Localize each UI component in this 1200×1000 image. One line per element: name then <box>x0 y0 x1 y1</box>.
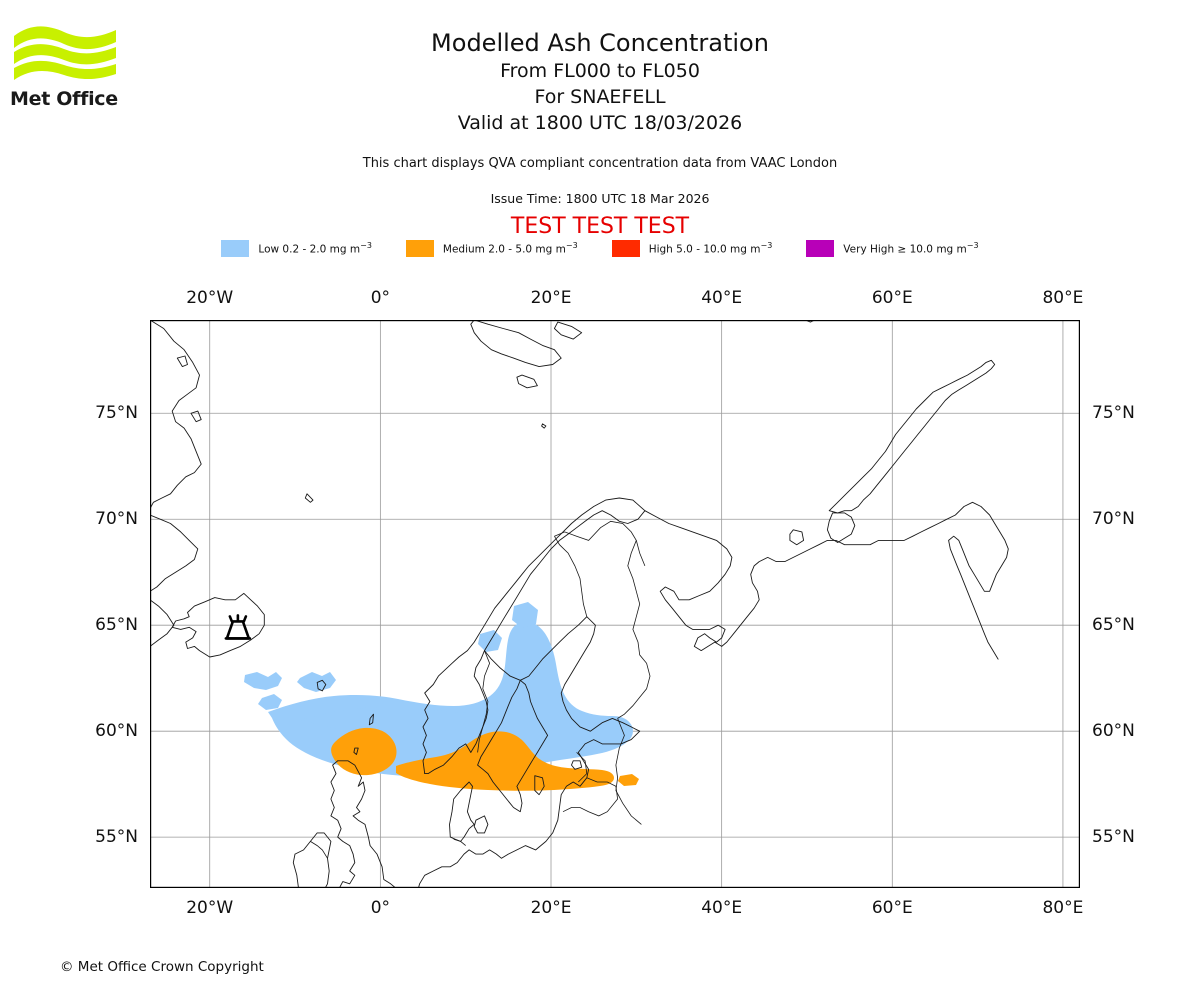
met-office-wordmark: Met Office <box>10 88 118 110</box>
lon-tick-top-60: 60°E <box>871 288 913 308</box>
lat-tick-right-75: 75°N <box>1092 403 1135 424</box>
flight-level-range: From FL000 to FL050 <box>500 60 700 82</box>
met-office-waves-icon <box>14 26 116 80</box>
lat-tick-left-60: 60°N <box>95 721 138 742</box>
lon-tick-top-20: 20°E <box>530 288 572 308</box>
lat-tick-left-70: 70°N <box>95 509 138 530</box>
ash-plume-medium <box>331 727 639 791</box>
legend-swatch-very-high <box>806 240 835 257</box>
legend-item-low: Low 0.2 - 2.0 mg m−3 <box>221 240 372 257</box>
lat-tick-left-65: 65°N <box>95 615 138 636</box>
lat-tick-right-65: 65°N <box>1092 615 1135 636</box>
lon-tick-bottom-20: 20°E <box>530 898 572 918</box>
issue-time: Issue Time: 1800 UTC 18 Mar 2026 <box>490 191 710 206</box>
title-block: Modelled Ash Concentration From FL000 to… <box>0 28 1200 136</box>
test-banner: TEST TEST TEST <box>510 214 690 239</box>
lon-tick-bottom-60: 60°E <box>871 898 913 918</box>
volcano-name: For SNAEFELL <box>534 86 666 108</box>
lon-tick-bottom--20: 20°W <box>186 898 234 918</box>
legend-item-high: High 5.0 - 10.0 mg m−3 <box>611 240 773 257</box>
lon-tick-top-80: 80°E <box>1042 288 1084 308</box>
legend-item-very-high: Very High ≥ 10.0 mg m−3 <box>806 240 979 257</box>
copyright-text: © Met Office Crown Copyright <box>60 959 264 975</box>
lat-tick-right-70: 70°N <box>1092 509 1135 530</box>
lon-tick-bottom-0: 0° <box>370 898 391 918</box>
country-borders <box>310 520 651 859</box>
legend-label-very-high: Very High ≥ 10.0 mg m−3 <box>843 241 979 256</box>
lon-tick-bottom-40: 40°E <box>701 898 743 918</box>
legend-swatch-low <box>221 240 250 257</box>
map-background <box>150 320 1080 888</box>
lon-tick-top-40: 40°E <box>701 288 743 308</box>
map-frame <box>150 320 1080 888</box>
graticule <box>150 320 1080 888</box>
lon-tick-bottom-80: 80°E <box>1042 898 1084 918</box>
legend-label-high: High 5.0 - 10.0 mg m−3 <box>648 241 773 256</box>
lat-tick-left-55: 55°N <box>95 827 138 848</box>
concentration-legend: Low 0.2 - 2.0 mg m−3 Medium 2.0 - 5.0 mg … <box>0 240 1200 257</box>
page-title: Modelled Ash Concentration <box>431 29 769 57</box>
coastlines <box>150 320 1009 888</box>
map-canvas <box>150 320 1080 888</box>
volcano-marker-icon <box>224 614 252 640</box>
legend-swatch-medium <box>405 240 434 257</box>
legend-item-medium: Medium 2.0 - 5.0 mg m−3 <box>405 240 578 257</box>
lat-tick-right-60: 60°N <box>1092 721 1135 742</box>
legend-label-medium: Medium 2.0 - 5.0 mg m−3 <box>442 241 578 256</box>
lon-tick-top-0: 0° <box>370 288 391 308</box>
lat-tick-right-55: 55°N <box>1092 827 1135 848</box>
map-svg <box>150 320 1080 888</box>
valid-time: Valid at 1800 UTC 18/03/2026 <box>457 112 743 134</box>
legend-label-low: Low 0.2 - 2.0 mg m−3 <box>258 241 372 256</box>
met-office-logo <box>12 22 120 112</box>
lon-tick-top--20: 20°W <box>186 288 234 308</box>
lat-tick-left-75: 75°N <box>95 403 138 424</box>
qva-note: This chart displays QVA compliant concen… <box>362 156 838 171</box>
legend-swatch-high <box>611 240 640 257</box>
